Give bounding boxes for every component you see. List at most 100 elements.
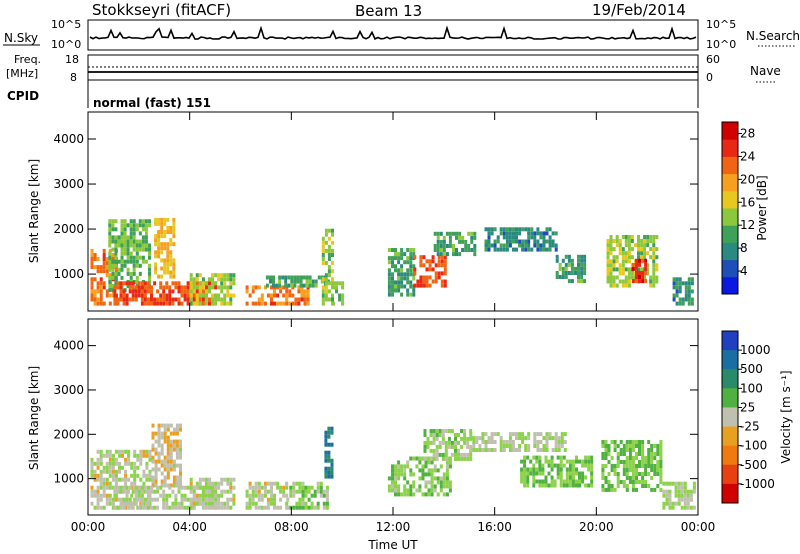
velocity-cell [454, 448, 457, 453]
power-cell [684, 285, 688, 290]
velocity-cell [535, 455, 539, 460]
velocity-cell [622, 444, 626, 448]
velocity-cell [108, 461, 112, 466]
velocity-cell [631, 480, 635, 484]
velocity-cell [160, 447, 164, 452]
velocity-cell [680, 485, 684, 490]
power-cell [165, 293, 169, 298]
velocity-cell [662, 505, 666, 510]
velocity-ytick-label: 2000 [53, 427, 84, 441]
power-cell [338, 297, 342, 302]
power-cell [391, 276, 394, 281]
power-cell [117, 259, 121, 264]
power-cell [132, 271, 136, 276]
power-cell [443, 283, 447, 288]
velocity-cell [162, 489, 166, 494]
velocity-cell [211, 493, 214, 498]
velocity-cell [628, 448, 632, 452]
velocity-cell [590, 479, 594, 484]
power-cell [618, 239, 622, 243]
power-cell [652, 235, 656, 239]
velocity-cell [445, 460, 449, 465]
velocity-cell [162, 493, 166, 498]
velocity-cell [550, 479, 554, 484]
power-cell [675, 293, 679, 298]
velocity-cell [145, 501, 149, 506]
power-cell [138, 255, 142, 260]
power-cell [403, 284, 407, 289]
velocity-cell [692, 485, 696, 490]
velocity-cell [154, 447, 158, 452]
velocity-cell [409, 488, 413, 493]
power-cell [168, 293, 172, 298]
velocity-cell [147, 493, 150, 498]
velocity-cell [128, 501, 132, 506]
power-cell [439, 239, 443, 244]
power-cell [394, 264, 397, 269]
power-cell [428, 263, 432, 268]
velocity-cell [553, 479, 557, 484]
velocity-cell [394, 492, 397, 497]
power-cell [189, 289, 193, 294]
velocity-cell [674, 489, 678, 494]
velocity-cell [469, 456, 473, 461]
power-cell [102, 269, 106, 274]
power-cell [518, 227, 522, 232]
velocity-cell [450, 440, 454, 445]
velocity-cell [154, 431, 158, 436]
nave-label: Nave [750, 64, 781, 78]
velocity-cell [559, 463, 563, 468]
power-cell [567, 271, 571, 275]
velocity-cell [179, 479, 182, 484]
power-cell [433, 231, 437, 236]
velocity-cell [162, 505, 166, 510]
power-cell [646, 251, 650, 256]
velocity-cell [565, 483, 569, 488]
velocity-colorbar-swatch [722, 369, 738, 389]
velocity-cell [565, 471, 569, 476]
velocity-cell [93, 473, 97, 478]
power-cell [138, 243, 142, 248]
velocity-cell [653, 468, 657, 472]
velocity-cell [689, 489, 693, 494]
velocity-cell [581, 463, 585, 468]
power-cell [297, 285, 301, 290]
velocity-cell [223, 489, 227, 494]
velocity-cell [568, 459, 572, 464]
power-cell [300, 293, 304, 298]
velocity-cell [105, 465, 109, 470]
power-cell [148, 271, 151, 276]
velocity-cell [601, 464, 605, 468]
power-cell [257, 285, 261, 290]
velocity-cell [90, 501, 94, 506]
power-cell [211, 293, 214, 298]
power-cell [220, 277, 224, 282]
power-cell [542, 247, 546, 252]
velocity-cell [313, 493, 317, 498]
velocity-cell [662, 493, 666, 498]
velocity-cell [550, 455, 554, 460]
power-cell [302, 283, 306, 288]
velocity-cell [172, 463, 176, 468]
velocity-cell [548, 432, 552, 437]
power-cell [269, 279, 272, 284]
velocity-cell [674, 481, 678, 486]
velocity-cell [151, 423, 155, 428]
velocity-cell [604, 487, 608, 492]
power-cell [530, 231, 534, 236]
velocity-cell [118, 461, 121, 466]
power-cell [293, 275, 297, 280]
velocity-cell [93, 461, 97, 466]
power-cell [646, 263, 650, 268]
power-cell [583, 258, 587, 263]
velocity-cell [635, 480, 638, 484]
power-cell [548, 243, 552, 248]
power-cell [400, 292, 404, 297]
power-cell [332, 301, 335, 306]
velocity-cell [156, 497, 160, 502]
velocity-cell [466, 456, 470, 461]
velocity-colorbar-tick: 1000 [740, 343, 771, 357]
velocity-colorbar-label: Velocity [m s⁻¹] [779, 370, 793, 463]
velocity-cell [439, 484, 443, 489]
power-cell [153, 281, 157, 286]
